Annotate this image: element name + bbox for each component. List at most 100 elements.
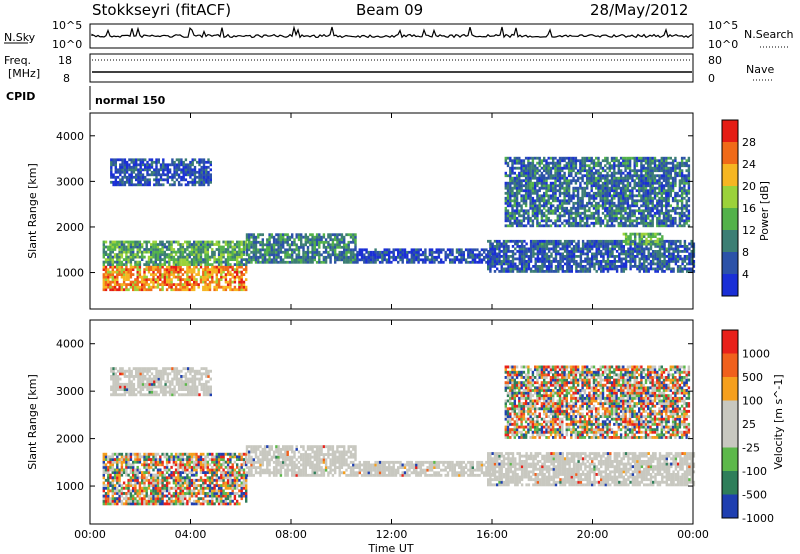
power-cell: [600, 252, 603, 256]
power-cell: [513, 156, 516, 160]
power-cell: [590, 176, 593, 180]
power-cell: [506, 189, 510, 193]
power-cell: [381, 253, 384, 257]
power-cell: [688, 262, 691, 266]
power-cell: [211, 278, 214, 281]
power-cell: [180, 168, 183, 172]
power-cell: [617, 196, 620, 200]
power-cell: [173, 168, 176, 172]
power-cell: [268, 248, 271, 252]
power-cell: [615, 186, 618, 190]
power-cell: [563, 171, 566, 175]
power-cell: [559, 255, 562, 258]
power-cell: [663, 255, 666, 258]
power-cell: [186, 273, 189, 276]
power-cell: [204, 243, 207, 246]
power-cell: [606, 267, 610, 271]
power-cell: [611, 242, 614, 246]
power-cell: [318, 250, 321, 254]
power-cell: [572, 224, 575, 228]
power-cell: [186, 285, 189, 289]
power-cell: [236, 273, 239, 276]
power-cell: [300, 233, 303, 237]
power-cell: [238, 240, 241, 244]
power-cell: [635, 161, 639, 165]
power-cell: [437, 250, 441, 254]
power-cell: [199, 278, 203, 281]
power-cell: [180, 160, 183, 164]
power-cell: [311, 255, 314, 259]
power-cell: [561, 156, 564, 160]
power-cell: [121, 170, 124, 174]
power-cell: [660, 164, 663, 168]
power-cell: [558, 169, 562, 173]
power-cell: [645, 247, 648, 251]
power-cell: [500, 270, 503, 273]
power-cell: [157, 158, 160, 162]
power-cell: [610, 164, 614, 168]
power-cell: [231, 250, 234, 254]
power-cell: [202, 158, 206, 162]
power-cell: [248, 235, 251, 239]
power-cell: [644, 169, 648, 173]
power-cell: [130, 180, 133, 184]
power-cell: [156, 280, 160, 284]
power-cell: [295, 253, 298, 257]
power-cell: [543, 260, 546, 263]
power-cell: [111, 243, 114, 246]
power-cell: [428, 250, 432, 254]
power-cell: [545, 209, 548, 213]
power-cell: [608, 189, 611, 193]
power-cell: [686, 255, 689, 258]
power-cell: [279, 243, 283, 247]
power-cell: [233, 263, 237, 266]
power-cell: [688, 252, 691, 256]
power-cell: [606, 161, 609, 165]
power-cell: [685, 204, 688, 208]
power-cell: [617, 169, 620, 173]
power-cell: [509, 196, 512, 200]
power-cell: [522, 164, 526, 168]
power-cell: [565, 176, 568, 180]
power-cell: [527, 214, 530, 218]
power-cell: [217, 248, 221, 251]
power-cell: [579, 201, 582, 205]
power-cell: [424, 260, 427, 264]
power-cell: [145, 280, 148, 284]
power-cell: [593, 255, 596, 258]
power-cell: [286, 240, 289, 244]
power-cell: [397, 253, 400, 257]
power-cell: [268, 250, 271, 254]
power-cell: [518, 201, 521, 205]
power-cell: [498, 257, 501, 261]
power-cell: [579, 204, 582, 208]
power-cell: [671, 159, 675, 163]
power-cell: [110, 160, 113, 164]
power-cell: [534, 252, 537, 256]
power-cell: [567, 214, 571, 218]
power-cell: [306, 253, 310, 257]
power-cell: [406, 258, 409, 262]
power-cell: [554, 211, 557, 215]
power-cell: [437, 248, 441, 252]
power-cell: [217, 253, 221, 256]
power-cell: [502, 260, 506, 263]
power-cell: [102, 255, 105, 259]
power-cell: [649, 169, 652, 173]
power-cell: [584, 247, 587, 251]
power-cell: [277, 240, 280, 244]
power-cell: [199, 240, 203, 244]
power-cell: [604, 247, 607, 251]
power-cell: [460, 255, 463, 259]
power-cell: [653, 186, 657, 190]
power-cell: [127, 245, 130, 249]
power-cell: [629, 257, 632, 261]
power-cell: [622, 270, 625, 273]
power-cell: [549, 204, 553, 208]
power-cell: [206, 255, 209, 259]
power-cell: [150, 258, 153, 261]
power-cell: [581, 267, 585, 271]
power-cell: [132, 248, 135, 251]
power-cell: [360, 255, 364, 259]
power-cell: [597, 260, 601, 263]
